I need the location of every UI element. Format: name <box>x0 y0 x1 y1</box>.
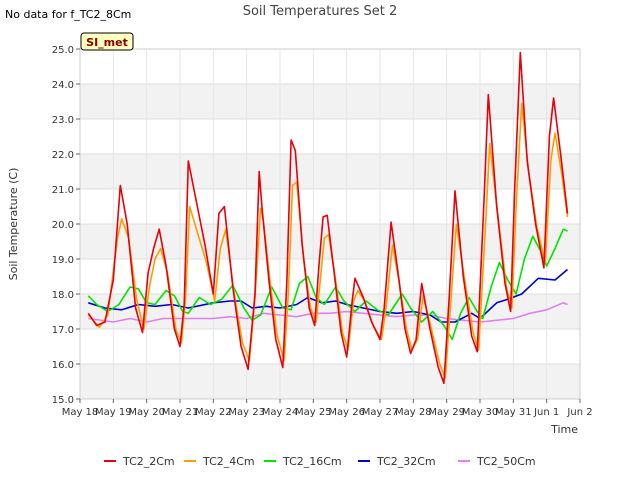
x-tick-label: May 24 <box>262 407 299 418</box>
x-tick-label: May 23 <box>228 407 265 418</box>
y-tick-label: 24.0 <box>52 80 74 91</box>
y-tick-label: 18.0 <box>52 290 74 301</box>
y-tick-label: 16.0 <box>52 360 74 371</box>
x-tick-label: May 18 <box>62 407 99 418</box>
plot-band <box>80 119 580 154</box>
x-tick-label: May 22 <box>195 407 232 418</box>
plot-band <box>80 84 580 119</box>
series-line-tc2-4cm <box>87 102 569 379</box>
y-tick-label: 25.0 <box>52 45 74 56</box>
x-tick-label: May 21 <box>162 407 199 418</box>
series-line-tc2-2cm <box>87 51 569 385</box>
y-tick-label: 15.0 <box>52 395 74 406</box>
x-tick-label: Jun 2 <box>566 407 592 418</box>
y-tick-label: 22.0 <box>52 150 74 161</box>
x-tick-label: May 27 <box>362 407 399 418</box>
no-data-note: No data for f_TC2_8Cm <box>5 8 131 21</box>
series-layer <box>87 51 569 385</box>
plot-band <box>80 154 580 189</box>
plot-band <box>80 294 580 329</box>
series-line-tc2-32cm <box>88 268 569 323</box>
plot-band <box>80 364 580 399</box>
y-axis-label: Soil Temperature (C) <box>7 168 20 281</box>
y-tick-label: 23.0 <box>52 115 74 126</box>
plot-band <box>80 189 580 224</box>
x-tick-label: May 28 <box>395 407 432 418</box>
x-tick-label: May 31 <box>495 407 532 418</box>
legend-label: TC2_32Cm <box>376 455 436 468</box>
legend-label: TC2_4Cm <box>202 455 255 468</box>
y-axis: 15.0 16.0 17.0 18.0 19.0 20.0 21.0 22.0 23.0 24.0… <box>52 45 80 406</box>
site-badge: SI_met <box>80 32 134 51</box>
x-tick-label: May 19 <box>95 407 132 418</box>
y-tick-label: 20.0 <box>52 220 74 231</box>
x-tick-label: May 25 <box>295 407 332 418</box>
legend-label: TC2_2Cm <box>122 455 175 468</box>
x-tick-label: May 29 <box>428 407 465 418</box>
plot-band <box>80 259 580 294</box>
y-tick-label: 19.0 <box>52 255 74 266</box>
y-tick-label: 21.0 <box>52 185 74 196</box>
legend-label: TC2_50Cm <box>476 455 536 468</box>
plot-band <box>80 329 580 364</box>
plot-band <box>80 49 580 84</box>
site-badge-label: SI_met <box>86 36 128 49</box>
y-tick-label: 17.0 <box>52 325 74 336</box>
legend: TC2_2Cm TC2_4Cm TC2_16Cm TC2_32Cm TC2_50Cm <box>104 455 536 468</box>
chart-title: Soil Temperatures Set 2 <box>243 4 398 19</box>
legend-label: TC2_16Cm <box>282 455 342 468</box>
x-axis-label: Time <box>550 423 578 436</box>
x-tick-label: May 26 <box>328 407 365 418</box>
x-tick-label: May 20 <box>128 407 165 418</box>
x-tick-label: Jun 1 <box>533 407 559 418</box>
x-tick-label: May 30 <box>462 407 499 418</box>
